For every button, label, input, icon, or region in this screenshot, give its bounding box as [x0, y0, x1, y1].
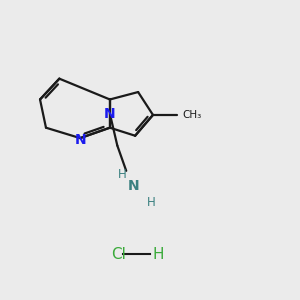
Text: N: N: [74, 133, 86, 147]
Text: H: H: [118, 168, 126, 181]
Text: N: N: [104, 107, 116, 121]
Text: CH₃: CH₃: [183, 110, 202, 120]
Text: H: H: [153, 247, 164, 262]
Text: H: H: [147, 196, 156, 209]
Text: N: N: [128, 179, 140, 193]
Text: Cl: Cl: [111, 247, 126, 262]
